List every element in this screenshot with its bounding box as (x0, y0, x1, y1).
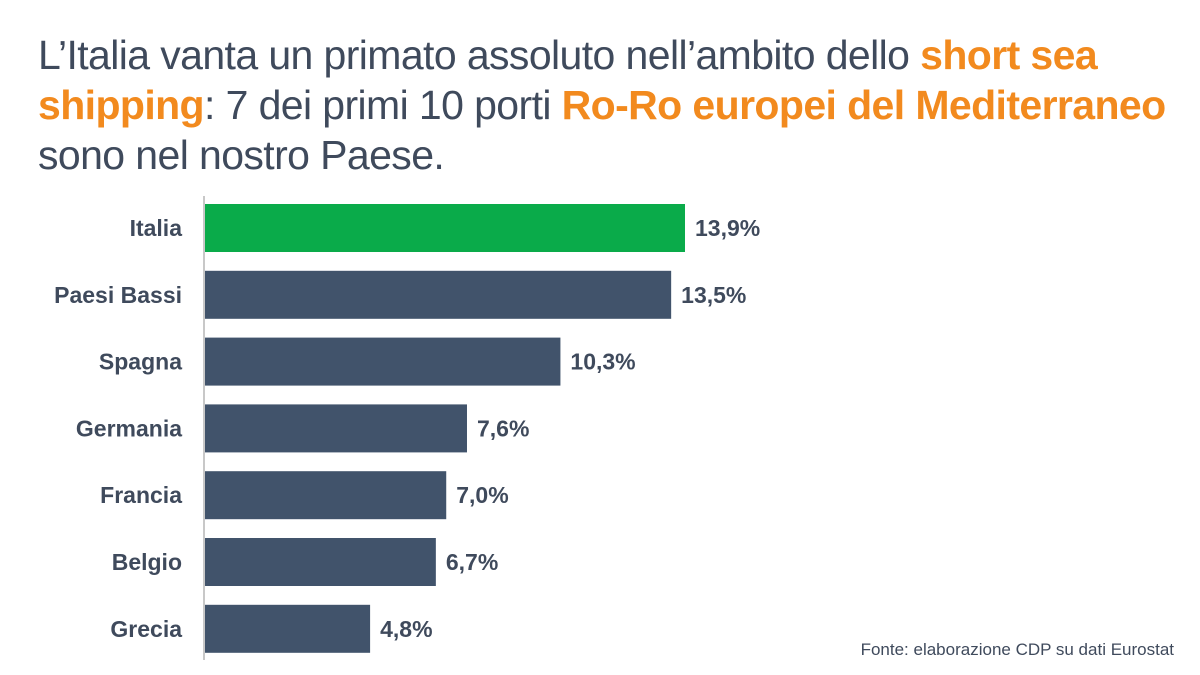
bar-belgio (204, 538, 436, 586)
chart-title: L’Italia vanta un primato assoluto nell’… (38, 30, 1168, 180)
category-label-spagna: Spagna (99, 349, 182, 375)
bar-grecia (204, 604, 371, 653)
value-label-grecia: 4,8% (380, 616, 432, 642)
source-note: Fonte: elaborazione CDP su dati Eurostat (860, 640, 1174, 659)
title-highlight-1: short sea shipping (38, 32, 1098, 128)
bar-italia (204, 204, 685, 252)
bar-spagna (204, 337, 561, 386)
bar-paesi-bassi (204, 270, 672, 319)
value-label-germania: 7,6% (477, 415, 529, 441)
category-label-grecia: Grecia (110, 616, 182, 642)
title-highlight-2: Ro-Ro europei del Mediterraneo (561, 82, 1167, 128)
value-label-italia: 13,9% (695, 215, 760, 241)
title-text-3: sono nel nostro Paese. (38, 132, 445, 178)
category-label-paesi-bassi: Paesi Bassi (54, 282, 182, 308)
bar-francia (204, 471, 447, 520)
category-label-germania: Germania (76, 415, 182, 441)
title-text-2: : 7 dei primi 10 porti (204, 82, 562, 128)
value-label-spagna: 10,3% (570, 349, 635, 375)
value-label-francia: 7,0% (456, 482, 508, 508)
title-text-1: L’Italia vanta un primato assoluto nell’… (38, 32, 921, 78)
category-label-italia: Italia (130, 215, 183, 241)
bar-germania (204, 404, 467, 453)
category-label-belgio: Belgio (112, 549, 182, 575)
value-label-paesi-bassi: 13,5% (681, 282, 746, 308)
value-label-belgio: 6,7% (446, 549, 498, 575)
category-label-francia: Francia (100, 482, 182, 508)
